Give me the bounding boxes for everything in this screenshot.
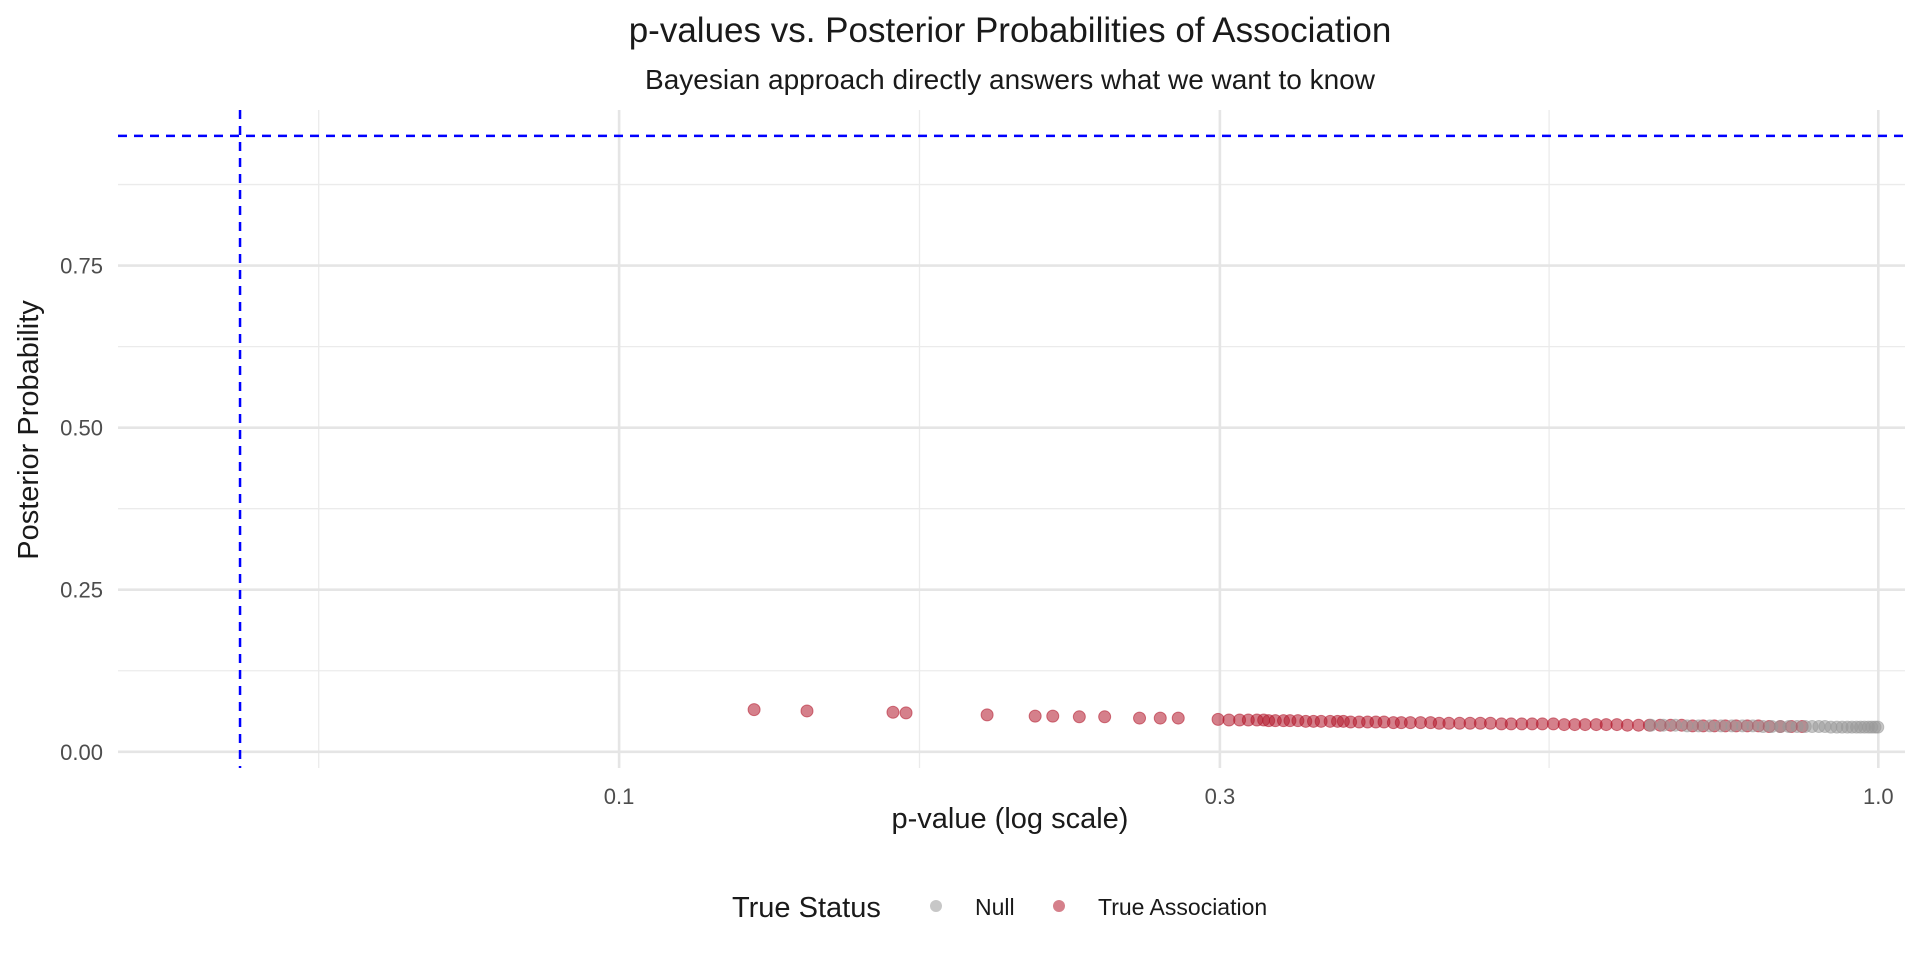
point-true-association	[1546, 717, 1560, 731]
y-tick-label: 0.25	[60, 578, 103, 603]
y-tick-label: 0.75	[60, 254, 103, 279]
legend-title: True Status	[732, 892, 881, 924]
legend-label-null: Null	[975, 894, 1015, 920]
point-true-association	[1483, 716, 1497, 730]
grid-major-lines	[118, 110, 1905, 768]
grid-minor-lines	[118, 110, 1905, 768]
point-true-association	[886, 705, 900, 719]
point-true-association	[1211, 712, 1225, 726]
point-null	[1680, 719, 1694, 733]
x-tick-label: 1.0	[1863, 784, 1894, 809]
point-true-association	[747, 703, 761, 717]
chart-title: p-values vs. Posterior Probabilities of …	[629, 11, 1392, 50]
point-true-association	[1535, 717, 1549, 731]
point-null	[1692, 719, 1706, 733]
point-true-association	[800, 704, 814, 718]
data-points	[747, 703, 1885, 734]
reference-lines	[118, 110, 1905, 768]
x-axis-title: p-value (log scale)	[892, 803, 1129, 835]
point-true-association	[1171, 711, 1185, 725]
point-true-association	[1578, 718, 1592, 732]
legend-label-true-association: True Association	[1098, 894, 1267, 920]
point-true-association	[980, 708, 994, 722]
point-true-association	[1072, 710, 1086, 724]
legend-key-true-association	[1053, 900, 1065, 912]
y-axis-title: Posterior Probability	[13, 300, 45, 560]
chart-subtitle: Bayesian approach directly answers what …	[645, 64, 1376, 95]
y-axis-ticks: 0.00 0.25 0.50 0.75	[60, 254, 103, 765]
point-true-association	[1028, 709, 1042, 723]
point-null	[1714, 719, 1728, 733]
point-true-association	[1632, 718, 1646, 732]
x-tick-label: 0.1	[604, 784, 635, 809]
point-true-association	[1153, 711, 1167, 725]
y-tick-label: 0.00	[60, 740, 103, 765]
point-null	[1644, 718, 1658, 732]
point-null	[1703, 719, 1717, 733]
point-null	[1871, 720, 1885, 734]
point-null	[1656, 718, 1670, 732]
point-true-association	[1620, 718, 1634, 732]
x-axis-ticks: 0.1 0.3 1.0	[604, 784, 1894, 809]
legend: True Status Null True Association	[732, 892, 1267, 924]
y-tick-label: 0.50	[60, 416, 103, 441]
point-null	[1668, 718, 1682, 732]
point-true-association	[1046, 709, 1060, 723]
point-true-association	[899, 706, 913, 720]
legend-key-null	[930, 900, 942, 912]
point-true-association	[1133, 711, 1147, 725]
x-tick-label: 0.3	[1205, 784, 1236, 809]
point-true-association	[1098, 710, 1112, 724]
